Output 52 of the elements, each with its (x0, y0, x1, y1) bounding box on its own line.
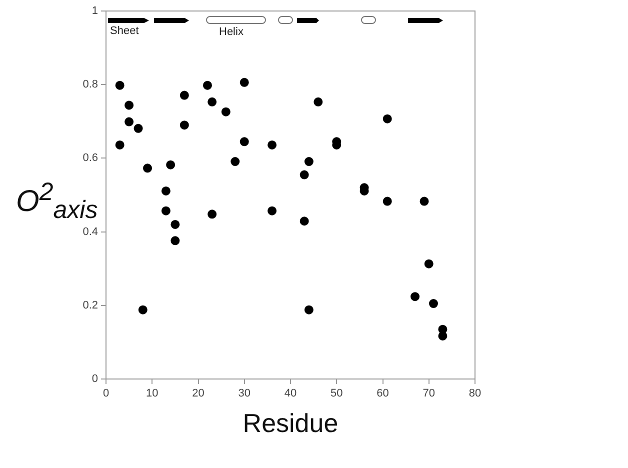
point (161, 186, 170, 196)
point (115, 80, 124, 90)
point (134, 124, 143, 133)
point (300, 216, 309, 226)
point (180, 90, 189, 100)
point (202, 80, 212, 90)
x-tick-label: 40 (284, 388, 297, 400)
point (230, 157, 240, 166)
x-tick-label: 80 (468, 388, 482, 400)
point (420, 196, 429, 206)
point (314, 97, 323, 106)
point (428, 299, 438, 308)
point (304, 157, 314, 166)
point (143, 164, 152, 173)
x-tick-label: 10 (146, 388, 158, 400)
x-tick-label: 70 (422, 388, 435, 400)
point (240, 137, 249, 146)
point (161, 206, 170, 216)
point (138, 305, 148, 314)
y-tick-label: 1 (92, 5, 98, 18)
x-axis-title: Residue (242, 408, 340, 439)
x-tick-label: 50 (330, 388, 343, 400)
point (166, 160, 176, 170)
point (304, 305, 314, 314)
y-tick-label: 0.2 (82, 299, 98, 312)
x-tick-label: 0 (102, 388, 110, 400)
x-tick-label: 60 (376, 388, 389, 400)
point (124, 100, 134, 110)
point (180, 120, 189, 130)
point (115, 140, 124, 150)
y-tick-label: 0 (92, 373, 98, 386)
x-tick-label: 30 (238, 388, 250, 400)
point (208, 210, 217, 219)
point (382, 114, 392, 124)
point (410, 292, 420, 302)
y-tick-label: 0.6 (82, 152, 98, 164)
y-tick-label: 0.8 (82, 78, 98, 91)
y-tick-label: 0.4 (82, 226, 98, 238)
annotation: Helix (219, 26, 244, 38)
point (208, 97, 217, 106)
annotation: Sheet (110, 25, 139, 37)
point (170, 236, 180, 246)
point (424, 259, 434, 268)
point (240, 78, 249, 87)
point (170, 220, 180, 229)
point (382, 196, 392, 206)
point (300, 170, 309, 180)
x-tick-label: 20 (192, 388, 204, 400)
point (268, 206, 277, 216)
point (221, 107, 230, 116)
point (268, 140, 277, 150)
point (124, 117, 134, 126)
